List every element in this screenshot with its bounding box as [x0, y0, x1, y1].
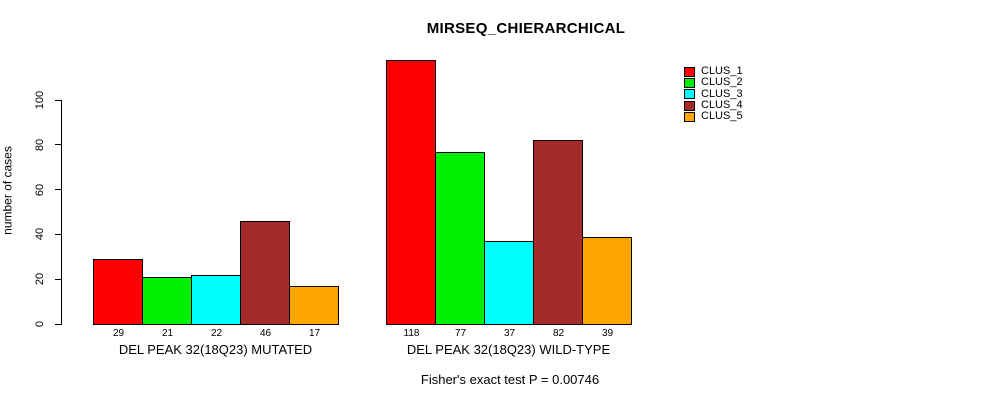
- y-tick-label: 100: [34, 90, 46, 110]
- legend-item: CLUS_2: [684, 77, 743, 88]
- bar-clus_1: [93, 259, 143, 325]
- bar-clus_2: [142, 276, 192, 325]
- bar-clus_5: [582, 236, 632, 325]
- bar-value-label: 82: [552, 328, 565, 339]
- legend-item: CLUS_3: [684, 87, 743, 100]
- bar-value-label: 39: [601, 328, 614, 339]
- y-tick-label: 0: [34, 320, 46, 328]
- y-tick: [55, 233, 62, 235]
- bar-value-label: 17: [308, 328, 321, 339]
- group-label: DEL PEAK 32(18Q23) WILD-TYPE: [406, 342, 611, 357]
- legend-item: CLUS_5: [684, 111, 743, 122]
- y-tick: [55, 189, 62, 191]
- bar-clus_2: [435, 151, 485, 325]
- bar-value-label: 21: [161, 328, 174, 339]
- bar-clus_3: [191, 274, 241, 325]
- legend-item: CLUS_1: [684, 66, 743, 77]
- bar-value-label: 29: [112, 328, 125, 339]
- group-label: DEL PEAK 32(18Q23) MUTATED: [118, 342, 313, 357]
- chart-title: MIRSEQ_CHIERARCHICAL: [426, 20, 626, 37]
- legend-swatch-clus_1: [684, 66, 695, 77]
- legend-label: CLUS_5: [701, 110, 743, 123]
- legend: CLUS_1 CLUS_2 CLUS_3 CLUS_4 CLUS_5: [684, 66, 743, 122]
- bar-clus_3: [484, 241, 534, 325]
- bar-value-label: 77: [454, 328, 467, 339]
- bar-value-label: 22: [210, 328, 223, 339]
- bar-clus_1: [386, 59, 436, 325]
- bar-clus_5: [289, 285, 339, 325]
- y-tick-label: 20: [34, 273, 46, 286]
- y-tick-label: 80: [34, 138, 46, 151]
- y-tick: [55, 278, 62, 280]
- bar-clus_4: [533, 140, 583, 325]
- y-tick: [55, 323, 62, 325]
- bar-value-label: 46: [259, 328, 272, 339]
- legend-label: CLUS_2: [701, 76, 743, 89]
- y-axis-title: number of cases: [0, 146, 15, 235]
- y-tick: [55, 99, 62, 101]
- y-tick-label: 40: [34, 228, 46, 241]
- legend-swatch-clus_3: [684, 89, 695, 100]
- legend-swatch-clus_4: [684, 100, 695, 111]
- legend-item: CLUS_4: [684, 100, 743, 111]
- legend-label: CLUS_4: [701, 99, 743, 112]
- legend-label: CLUS_3: [701, 87, 743, 100]
- legend-swatch-clus_2: [684, 77, 695, 88]
- legend-label: CLUS_1: [701, 65, 743, 78]
- bar-value-label: 118: [403, 328, 420, 339]
- bar-clus_4: [240, 220, 290, 325]
- y-tick: [55, 144, 62, 146]
- fisher-test-annotation: Fisher's exact test P = 0.00746: [420, 372, 600, 387]
- y-axis-line: [61, 100, 62, 324]
- y-tick-label: 60: [34, 183, 46, 196]
- bar-value-label: 37: [503, 328, 516, 339]
- legend-swatch-clus_5: [684, 111, 695, 122]
